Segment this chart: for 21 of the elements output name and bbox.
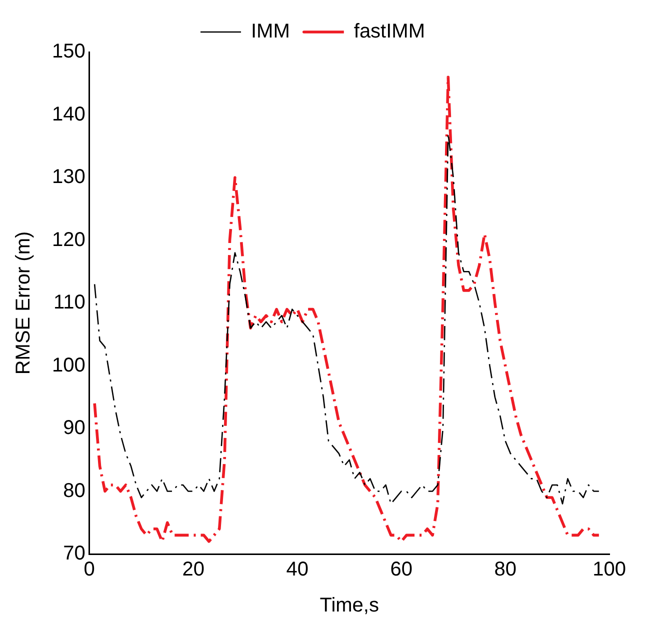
legend-label: fastIMM <box>354 20 426 43</box>
y-tick-label: 140 <box>52 103 86 126</box>
y-tick-label: 110 <box>53 292 86 314</box>
y-tick-label: 100 <box>52 354 86 376</box>
x-axis-title: Time,s <box>320 594 379 617</box>
x-tick-label: 100 <box>592 558 626 581</box>
line-series <box>93 76 600 543</box>
x-tick-label: 80 <box>494 558 516 581</box>
x-tick-label: 40 <box>286 558 308 581</box>
y-tick-label: 80 <box>63 480 86 502</box>
legend-label: IMM <box>251 20 290 43</box>
line-series <box>94 132 600 504</box>
x-tick-label: 60 <box>390 558 412 581</box>
y-tick-label: 90 <box>63 417 86 440</box>
y-tick-label: 120 <box>52 228 86 251</box>
y-tick-label: 70 <box>63 542 86 565</box>
y-axis-title: RMSE Error (m) <box>12 231 35 375</box>
x-tick-label: 0 <box>84 558 95 581</box>
y-tick-label: 150 <box>52 40 86 63</box>
y-tick-label: 130 <box>52 166 86 188</box>
x-tick-label: 20 <box>182 558 204 581</box>
